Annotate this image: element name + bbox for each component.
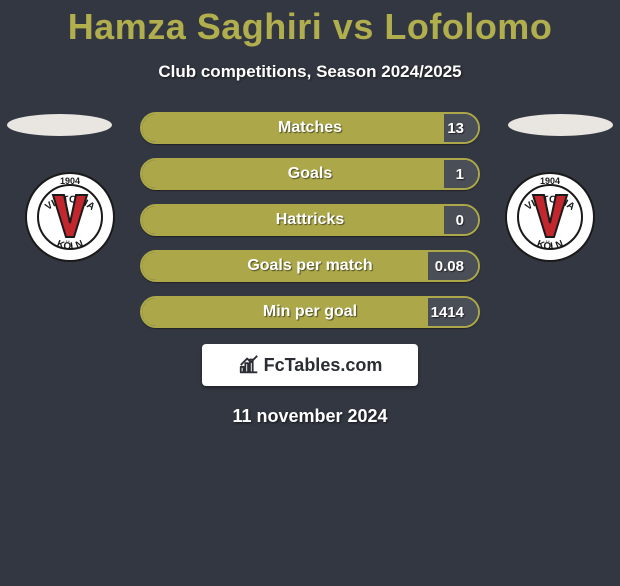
player1-name: Hamza Saghiri [68, 6, 323, 47]
club-badge-left: 1904 VIKTORIA KÖLN [20, 174, 120, 260]
flag-right [508, 114, 613, 136]
stat-value-right: 1414 [431, 298, 464, 326]
club-badge-right: 1904 VIKTORIA KÖLN [500, 174, 600, 260]
stat-label: Hattricks [142, 206, 478, 234]
stat-value-right: 0 [456, 206, 464, 234]
viktoria-koln-badge-icon: 1904 VIKTORIA KÖLN [500, 167, 600, 267]
vs-text: vs [333, 6, 374, 47]
stat-label: Goals per match [142, 252, 478, 280]
subtitle: Club competitions, Season 2024/2025 [0, 62, 620, 82]
chart-icon [238, 354, 260, 376]
stat-bar: Min per goal1414 [140, 296, 480, 328]
stat-bar: Goals1 [140, 158, 480, 190]
stat-value-right: 1 [456, 160, 464, 188]
stat-label: Min per goal [142, 298, 478, 326]
comparison-title: Hamza Saghiri vs Lofolomo [0, 6, 620, 48]
viktoria-koln-badge-icon: 1904 VIKTORIA KÖLN [20, 167, 120, 267]
fctables-logo: FcTables.com [202, 344, 418, 386]
stat-bar: Hattricks0 [140, 204, 480, 236]
flag-left [7, 114, 112, 136]
date: 11 november 2024 [0, 406, 620, 427]
stat-label: Matches [142, 114, 478, 142]
svg-text:1904: 1904 [540, 176, 560, 186]
stat-label: Goals [142, 160, 478, 188]
player2-name: Lofolomo [384, 6, 552, 47]
stat-bar: Matches13 [140, 112, 480, 144]
stat-bars: Matches13 Goals1 Hattricks0 Goals per match… [140, 112, 480, 328]
svg-text:1904: 1904 [60, 176, 80, 186]
stat-value-right: 0.08 [435, 252, 464, 280]
comparison-body: 1904 VIKTORIA KÖLN 1904 VIKTORIA KÖLN Ma… [0, 112, 620, 427]
fctables-text: FcTables.com [264, 355, 383, 376]
stat-value-right: 13 [447, 114, 464, 142]
stat-bar: Goals per match0.08 [140, 250, 480, 282]
